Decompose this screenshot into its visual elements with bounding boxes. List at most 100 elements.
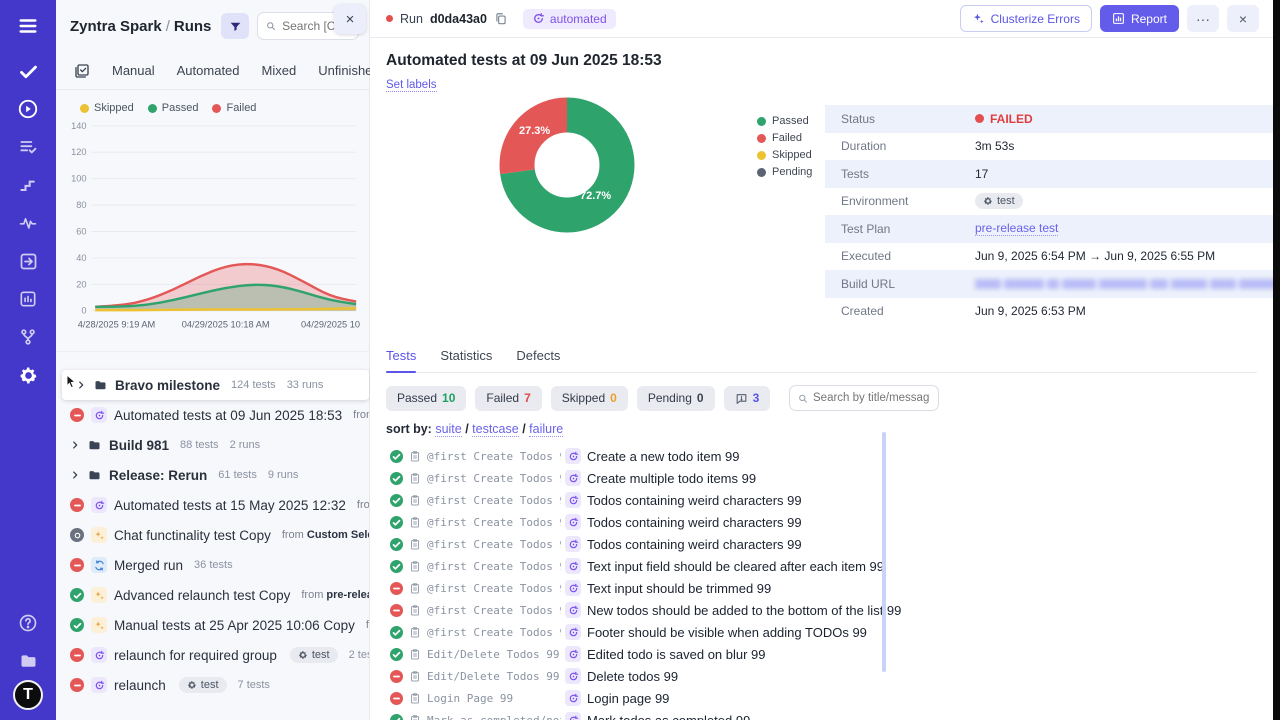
- run-row[interactable]: relaunch for required grouptest2 tests: [56, 640, 369, 670]
- search-icon: [266, 20, 276, 32]
- pending-filter-chip[interactable]: Pending0: [637, 386, 715, 411]
- donut-legend-item-skipped[interactable]: Skipped: [757, 149, 812, 161]
- test-row[interactable]: Mark as completed/not …Mark todos as com…: [386, 709, 1257, 720]
- test-row[interactable]: @first Create Todos 99…Text input should…: [386, 577, 1257, 599]
- test-search[interactable]: [789, 385, 939, 411]
- test-row[interactable]: @first Create Todos 99…Todos containing …: [386, 533, 1257, 555]
- legend-item-skipped[interactable]: Skipped: [80, 102, 134, 114]
- automated-badge[interactable]: automated: [523, 9, 616, 29]
- test-title: Create multiple todo items 99: [587, 471, 756, 486]
- area-chart: 0204060801001201404/28/2025 9:19 AM04/29…: [68, 118, 359, 347]
- automation-icon: [565, 712, 581, 720]
- test-row[interactable]: @first Create Todos 99…New todos should …: [386, 599, 1257, 621]
- chevron-right-icon[interactable]: [70, 440, 80, 450]
- list-check-icon[interactable]: [0, 128, 56, 166]
- skipped-filter-chip[interactable]: Skipped0: [551, 386, 628, 411]
- play-circle-icon[interactable]: [0, 90, 56, 128]
- comments-filter-chip[interactable]: 3: [724, 386, 771, 411]
- test-suite: @first Create Todos 99…: [427, 450, 561, 463]
- report-button[interactable]: Report: [1100, 5, 1179, 32]
- donut-legend-item-failed[interactable]: Failed: [757, 132, 812, 144]
- detail-value: Jun 9, 2025 6:53 PM: [975, 304, 1086, 318]
- sort-by-testcase[interactable]: testcase: [472, 422, 519, 437]
- panel-close-button[interactable]: ×: [334, 4, 366, 34]
- test-row[interactable]: Login Page 99Login page 99: [386, 687, 1257, 709]
- run-row[interactable]: Merged run36 tests: [56, 550, 369, 580]
- passed-filter-chip[interactable]: Passed10: [386, 386, 466, 411]
- set-labels-link[interactable]: Set labels: [386, 79, 437, 92]
- steps-icon[interactable]: [0, 166, 56, 204]
- test-plan-link[interactable]: pre-release test: [975, 221, 1058, 236]
- run-row[interactable]: Automated tests at 09 Jun 2025 18:53from…: [56, 400, 369, 430]
- run-row[interactable]: Automated tests at 15 May 2025 12:32from…: [56, 490, 369, 520]
- automation-icon: [565, 448, 581, 464]
- runs-list: Bravo milestone124 tests33 runsAutomated…: [56, 370, 369, 700]
- svg-text:60: 60: [76, 226, 86, 236]
- tab-mixed[interactable]: Mixed: [262, 63, 297, 78]
- legend-item-passed[interactable]: Passed: [148, 102, 199, 114]
- test-row[interactable]: Edit/Delete Todos 99 @…Delete todos 99: [386, 665, 1257, 687]
- folder-icon: [87, 438, 102, 453]
- run-name: Manual tests at 25 Apr 2025 10:06 Copy: [114, 618, 355, 633]
- tab-statistics[interactable]: Statistics: [440, 348, 492, 372]
- runs-folder-row[interactable]: Build 98188 tests2 runs: [56, 430, 369, 460]
- passed-check-icon: [390, 648, 403, 661]
- donut-legend-item-pending[interactable]: Pending: [757, 166, 812, 178]
- tab-automated[interactable]: Automated: [177, 63, 240, 78]
- projects-icon[interactable]: [0, 642, 56, 680]
- menu-icon[interactable]: [0, 0, 56, 52]
- check-icon[interactable]: [0, 52, 56, 90]
- legend-item-failed[interactable]: Failed: [212, 102, 256, 114]
- tab-manual[interactable]: Manual: [112, 63, 155, 78]
- run-meta: 33 runs: [287, 379, 324, 391]
- mouse-cursor: [64, 374, 78, 393]
- app-window: T Zyntra Spark/Runs × Manual Automated M…: [0, 0, 1280, 720]
- bar-chart-icon[interactable]: [0, 280, 56, 318]
- close-run-button[interactable]: ×: [1227, 5, 1259, 32]
- automation-icon: [565, 668, 581, 684]
- sort-by-failure[interactable]: failure: [529, 422, 563, 437]
- run-row[interactable]: Manual tests at 25 Apr 2025 10:06 Copyfr…: [56, 610, 369, 640]
- sort-by-suite[interactable]: suite: [435, 422, 461, 437]
- tab-defects[interactable]: Defects: [516, 348, 560, 372]
- test-row[interactable]: Edit/Delete Todos 99 @…Edited todo is sa…: [386, 643, 1257, 665]
- select-all-icon[interactable]: [74, 63, 90, 79]
- pulse-icon[interactable]: [0, 204, 56, 242]
- detail-label: Executed: [841, 249, 975, 263]
- copy-icon[interactable]: [494, 12, 508, 26]
- failed-filter-chip[interactable]: Failed7: [475, 386, 541, 411]
- gear-icon[interactable]: [0, 356, 56, 394]
- filter-button[interactable]: [221, 13, 249, 39]
- test-row[interactable]: @first Create Todos 99…Todos containing …: [386, 489, 1257, 511]
- branch-icon[interactable]: [0, 318, 56, 356]
- detail-label: Created: [841, 304, 975, 318]
- test-title: Todos containing weird characters 99: [587, 515, 802, 530]
- runs-folder-row[interactable]: Bravo milestone124 tests33 runs: [62, 370, 369, 400]
- environment-pill: test: [290, 647, 338, 663]
- more-button[interactable]: ···: [1187, 5, 1219, 32]
- clusterize-errors-button[interactable]: Clusterize Errors: [960, 5, 1092, 32]
- passed-check-icon: [390, 516, 403, 529]
- app-logo[interactable]: T: [13, 680, 43, 710]
- run-name: Advanced relaunch test Copy: [114, 588, 290, 603]
- tab-tests[interactable]: Tests: [386, 348, 416, 372]
- test-row[interactable]: @first Create Todos 99…Create a new todo…: [386, 445, 1257, 467]
- help-icon[interactable]: [0, 604, 56, 642]
- test-row[interactable]: @first Create Todos 99…Text input field …: [386, 555, 1257, 577]
- test-row[interactable]: @first Create Todos 99…Todos containing …: [386, 511, 1257, 533]
- test-suite: @first Create Todos 99…: [427, 472, 561, 485]
- test-row[interactable]: @first Create Todos 99… Create multiple t…: [386, 467, 1257, 489]
- passed-slice-label: 72.7%: [580, 190, 611, 202]
- runs-folder-row[interactable]: Release: Rerun61 tests9 runs: [56, 460, 369, 490]
- test-row[interactable]: @first Create Todos 99…Footer should be …: [386, 621, 1257, 643]
- run-row[interactable]: relaunchtest7 tests: [56, 670, 369, 700]
- passed-check-icon: [390, 494, 403, 507]
- chevron-right-icon[interactable]: [70, 470, 80, 480]
- run-row[interactable]: Chat functinality test Copyfrom Custom S…: [56, 520, 369, 550]
- donut-legend-item-passed[interactable]: Passed: [757, 115, 812, 127]
- test-list-scrollbar[interactable]: [882, 432, 886, 672]
- run-row[interactable]: Advanced relaunch test Copyfrom pre-rele…: [56, 580, 369, 610]
- test-search-input[interactable]: [813, 392, 930, 404]
- import-icon[interactable]: [0, 242, 56, 280]
- copy-sparkle-icon: [91, 527, 107, 543]
